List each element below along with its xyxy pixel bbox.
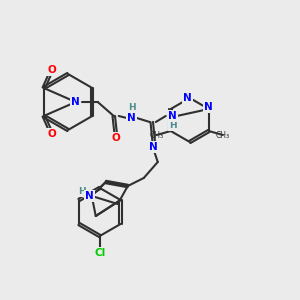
Text: N: N: [71, 97, 80, 107]
Text: H: H: [169, 122, 177, 130]
Text: N: N: [168, 111, 177, 121]
Text: N: N: [149, 142, 158, 152]
Text: H: H: [78, 188, 85, 196]
Text: N: N: [183, 93, 192, 103]
Text: CH₃: CH₃: [150, 130, 164, 140]
Text: CH₃: CH₃: [216, 130, 230, 140]
Text: N: N: [85, 191, 94, 201]
Text: Cl: Cl: [94, 248, 105, 258]
Text: N: N: [204, 102, 213, 112]
Text: H: H: [128, 103, 136, 112]
Text: O: O: [47, 129, 56, 139]
Text: O: O: [111, 133, 120, 143]
Text: N: N: [128, 113, 136, 123]
Text: O: O: [47, 65, 56, 75]
